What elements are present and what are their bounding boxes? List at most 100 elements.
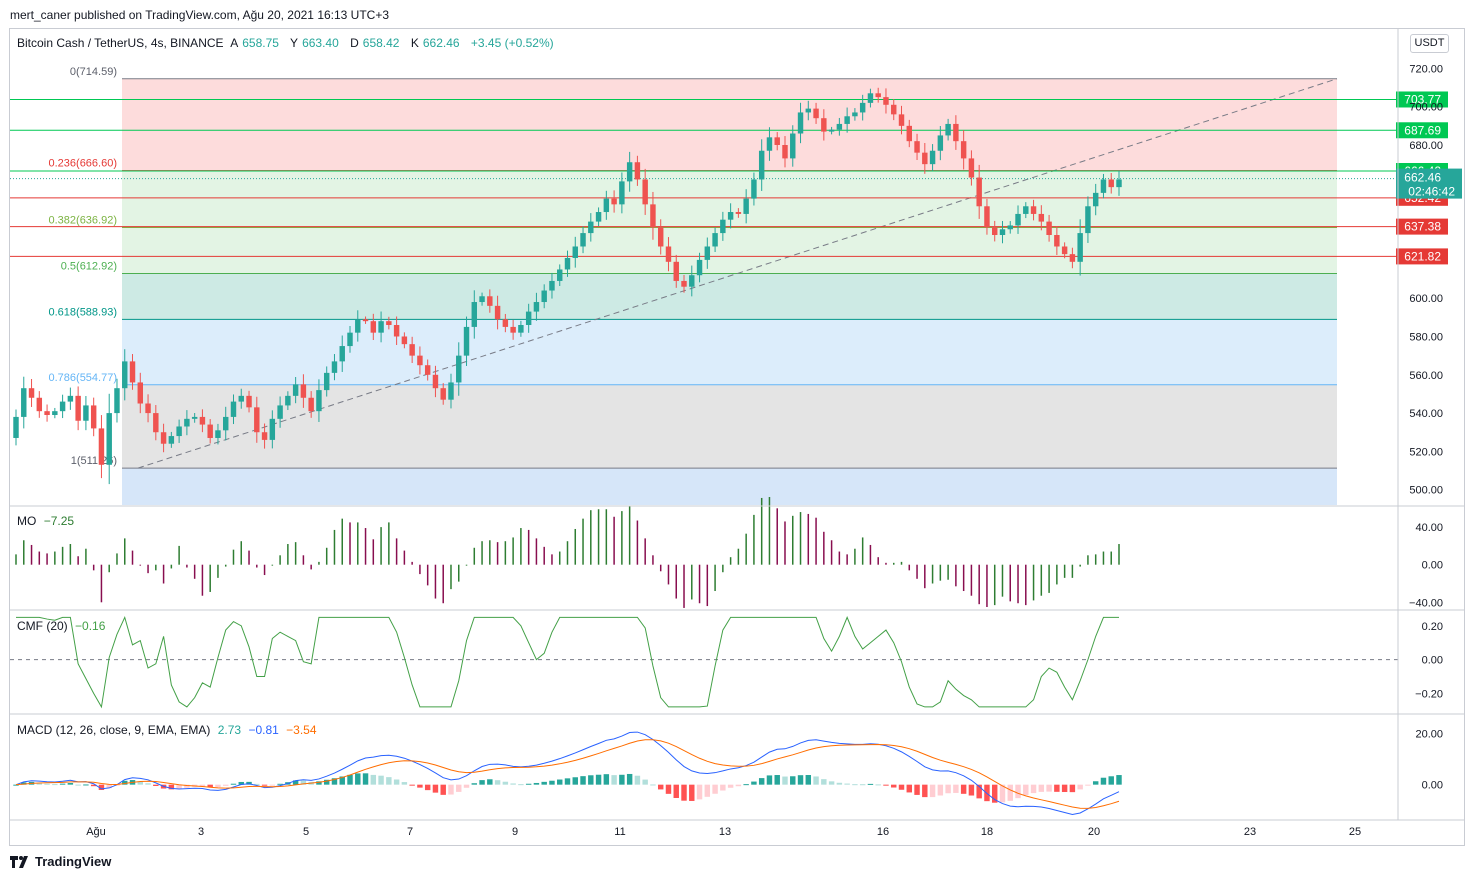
candle-body xyxy=(308,397,314,412)
candle-body xyxy=(106,413,112,465)
candle-body xyxy=(339,346,345,362)
macd-histogram-bar xyxy=(945,784,951,794)
cmf-title[interactable]: CMF (20) xyxy=(17,619,68,633)
mo-tick-−40.00: −40.00 xyxy=(1409,597,1443,609)
macd-histogram-bar xyxy=(720,784,726,791)
candle-body xyxy=(782,145,788,159)
candle-body xyxy=(867,93,874,103)
macd-histogram-bar xyxy=(991,784,998,803)
macd-histogram-bar xyxy=(898,784,905,790)
macd-histogram-bar xyxy=(960,784,967,794)
macd-histogram-bar xyxy=(790,776,796,785)
publisher-caption: mert_caner published on TradingView.com,… xyxy=(10,8,390,22)
macd-histogram-bar xyxy=(634,775,641,785)
fibonacci-retracement[interactable]: 0(714.59) 0.236(666.60) 0.382(636.92) 0.5(6… xyxy=(49,66,1338,505)
macd-histogram-bar xyxy=(386,777,392,785)
price-tag-621.82 xyxy=(1396,248,1448,265)
candle-body xyxy=(114,388,120,414)
fib-level-label-0: 0(714.59) xyxy=(70,66,117,78)
candle-body xyxy=(1023,206,1029,214)
cmf-tick-0.20: 0.20 xyxy=(1422,621,1443,633)
candle-body xyxy=(153,413,159,433)
macd-histogram-bar xyxy=(122,780,128,785)
signal-line xyxy=(15,739,1120,809)
candle-body xyxy=(727,212,734,220)
candle-body xyxy=(122,361,128,389)
candle-body xyxy=(160,432,167,444)
macd-histogram-bar xyxy=(580,776,586,785)
cmf-legend: CMF (20) −0.16 xyxy=(17,619,109,633)
macd-histogram-bar xyxy=(44,783,50,785)
low-value: D 658.42 xyxy=(350,36,400,50)
macd-histogram-bar xyxy=(21,782,27,785)
macd-histogram-bar xyxy=(424,784,431,791)
candle-body xyxy=(1085,206,1091,234)
macd-histogram-bar xyxy=(891,784,897,788)
macd-title[interactable]: MACD (12, 26, close, 9, EMA, EMA) xyxy=(17,723,211,737)
currency-button[interactable]: USDT xyxy=(1410,34,1449,53)
fib-level-label-1: 1(511.26) xyxy=(71,455,117,467)
macd-histogram-bar xyxy=(1085,784,1091,786)
macd-histogram-bar xyxy=(681,784,687,801)
macd-histogram-bar xyxy=(743,784,749,786)
macd-histogram-bar xyxy=(588,775,594,785)
macd-histogram-bar xyxy=(922,784,928,798)
mo-value: −7.25 xyxy=(43,514,75,528)
candle-body xyxy=(603,198,610,213)
macd-histogram-bar xyxy=(339,776,345,785)
macd-histogram-bar xyxy=(844,783,850,785)
candle-body xyxy=(471,302,478,327)
candle-body xyxy=(1038,213,1045,222)
macd-histogram-bar xyxy=(1077,784,1083,790)
macd-histogram-bar xyxy=(1046,784,1052,792)
candle-body xyxy=(875,93,881,98)
macd-histogram-bar xyxy=(689,784,695,801)
macd-histogram-bar xyxy=(852,784,858,786)
macd-histogram-bar xyxy=(145,783,151,785)
candle-body xyxy=(1015,213,1021,226)
candle-body xyxy=(238,395,244,402)
candle-body xyxy=(766,137,773,151)
macd-histogram-bar xyxy=(277,783,283,785)
macd-histogram-bar xyxy=(564,778,571,785)
symbol-title[interactable]: Bitcoin Cash / TetherUS, 4s, BINANCE xyxy=(17,36,224,50)
macd-histogram-bar xyxy=(650,784,656,786)
candle-body xyxy=(246,395,252,408)
candle-body xyxy=(953,123,959,142)
price-tick-700.00: 700.00 xyxy=(1409,102,1443,114)
candle-body xyxy=(75,395,81,421)
candle-body xyxy=(21,388,27,417)
macd-histogram-bar xyxy=(417,784,423,788)
candle-body xyxy=(751,179,757,199)
candle-body xyxy=(859,102,866,113)
candle-body xyxy=(883,97,889,105)
candle-body xyxy=(595,212,602,222)
macd-histogram-bar xyxy=(859,784,866,786)
candle-body xyxy=(13,416,19,438)
candle-body xyxy=(28,388,35,398)
macd-histogram-bar xyxy=(595,774,602,785)
candle-body xyxy=(906,125,912,142)
candle-body xyxy=(1100,179,1107,193)
horizontal-lines[interactable]: 703.77687.69666.42652.42637.38621.82662.… xyxy=(10,91,1462,265)
countdown-label: 02:46:42 xyxy=(1408,185,1455,199)
candle-body xyxy=(1092,192,1099,207)
macd-histogram-bar xyxy=(215,784,221,788)
macd-histogram-bar xyxy=(487,779,493,785)
candle-body xyxy=(456,355,462,383)
macd-histogram-bar xyxy=(665,784,672,794)
chart-frame xyxy=(9,28,1465,846)
candle-body xyxy=(533,302,540,312)
macd-histogram-bar xyxy=(1015,784,1021,799)
macd-histogram-bar xyxy=(751,781,757,785)
candle-body xyxy=(1007,225,1013,230)
candle-body xyxy=(1077,233,1083,262)
candle-body xyxy=(510,326,516,333)
mo-title[interactable]: MO xyxy=(17,514,37,528)
price-tick-720.00: 720.00 xyxy=(1409,63,1443,75)
candle-body xyxy=(1030,206,1037,214)
price-tick-600.00: 600.00 xyxy=(1409,293,1443,305)
footer-brand[interactable]: TradingView xyxy=(10,854,111,869)
candle-body xyxy=(378,321,384,333)
